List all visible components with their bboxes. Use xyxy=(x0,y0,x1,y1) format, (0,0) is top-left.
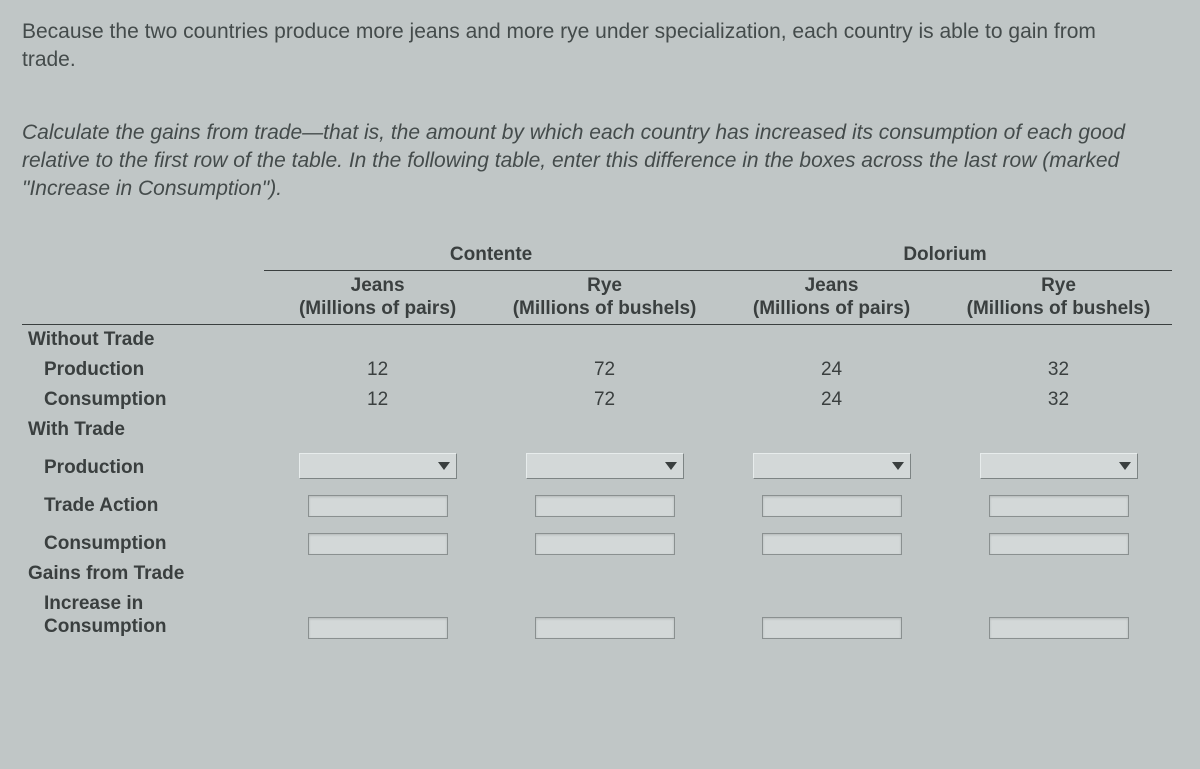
col-unit: (Millions of pairs) xyxy=(753,298,910,319)
col-header-contente-jeans: Jeans (Millions of pairs) xyxy=(264,270,491,325)
production-dropdown[interactable] xyxy=(526,453,684,479)
production-dropdown[interactable] xyxy=(980,453,1138,479)
cell-value: 24 xyxy=(718,385,945,415)
section-label: With Trade xyxy=(22,415,264,445)
row-without-consumption: Consumption 12 72 24 32 xyxy=(22,385,1172,415)
col-unit: (Millions of bushels) xyxy=(513,298,697,319)
col-unit: (Millions of pairs) xyxy=(299,298,456,319)
instructions-paragraph: Calculate the gains from trade—that is, … xyxy=(22,119,1152,204)
row-without-production: Production 12 72 24 32 xyxy=(22,355,1172,385)
trade-table: Contente Dolorium Jeans (Millions of pai… xyxy=(22,240,1172,643)
row-with-production: Production xyxy=(22,445,1172,483)
col-title: Rye xyxy=(587,275,622,296)
row-label: Consumption xyxy=(22,521,264,559)
increase-input[interactable] xyxy=(762,617,902,639)
consumption-input[interactable] xyxy=(308,533,448,555)
consumption-input[interactable] xyxy=(989,533,1129,555)
increase-input[interactable] xyxy=(989,617,1129,639)
row-label-text: Increase inConsumption xyxy=(44,593,166,637)
row-increase: Increase inConsumption xyxy=(22,589,1172,643)
chevron-down-icon xyxy=(665,462,677,470)
chevron-down-icon xyxy=(1119,462,1131,470)
col-title: Rye xyxy=(1041,275,1076,296)
col-header-contente-rye: Rye (Millions of bushels) xyxy=(491,270,718,325)
row-label: Increase inConsumption xyxy=(22,589,264,643)
country-header-contente: Contente xyxy=(264,240,718,271)
country-header-dolorium: Dolorium xyxy=(718,240,1172,271)
cell-value: 12 xyxy=(264,385,491,415)
question-page: Because the two countries produce more j… xyxy=(0,0,1200,643)
cell-value: 72 xyxy=(491,385,718,415)
col-header-dolorium-rye: Rye (Millions of bushels) xyxy=(945,270,1172,325)
increase-input[interactable] xyxy=(308,617,448,639)
section-with-trade: With Trade xyxy=(22,415,1172,445)
chevron-down-icon xyxy=(892,462,904,470)
col-header-dolorium-jeans: Jeans (Millions of pairs) xyxy=(718,270,945,325)
table-header-columns: Jeans (Millions of pairs) Rye (Millions … xyxy=(22,270,1172,325)
consumption-input[interactable] xyxy=(535,533,675,555)
col-title: Jeans xyxy=(351,275,405,296)
section-without-trade: Without Trade xyxy=(22,325,1172,356)
trade-action-input[interactable] xyxy=(989,495,1129,517)
increase-input[interactable] xyxy=(535,617,675,639)
row-label: Production xyxy=(22,355,264,385)
table-header-countries: Contente Dolorium xyxy=(22,240,1172,271)
cell-value: 32 xyxy=(945,355,1172,385)
row-label: Trade Action xyxy=(22,483,264,521)
trade-action-input[interactable] xyxy=(762,495,902,517)
cell-value: 72 xyxy=(491,355,718,385)
chevron-down-icon xyxy=(438,462,450,470)
production-dropdown[interactable] xyxy=(299,453,457,479)
row-label: Consumption xyxy=(22,385,264,415)
row-with-consumption: Consumption xyxy=(22,521,1172,559)
intro-paragraph: Because the two countries produce more j… xyxy=(22,18,1142,75)
section-label: Without Trade xyxy=(22,325,264,356)
cell-value: 12 xyxy=(264,355,491,385)
trade-action-input[interactable] xyxy=(308,495,448,517)
production-dropdown[interactable] xyxy=(753,453,911,479)
trade-action-input[interactable] xyxy=(535,495,675,517)
cell-value: 32 xyxy=(945,385,1172,415)
col-unit: (Millions of bushels) xyxy=(967,298,1151,319)
consumption-input[interactable] xyxy=(762,533,902,555)
section-gains: Gains from Trade xyxy=(22,559,1172,589)
cell-value: 24 xyxy=(718,355,945,385)
row-label: Production xyxy=(22,445,264,483)
col-title: Jeans xyxy=(805,275,859,296)
row-trade-action: Trade Action xyxy=(22,483,1172,521)
section-label: Gains from Trade xyxy=(22,559,264,589)
